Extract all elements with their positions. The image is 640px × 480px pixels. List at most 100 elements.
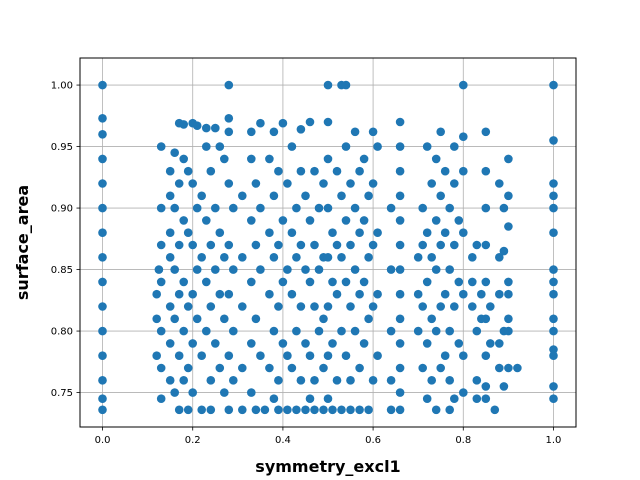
data-point [386,376,396,385]
data-point [499,203,509,213]
data-point [238,302,247,311]
data-point [206,240,216,250]
y-axis-label: surface_area [13,185,32,300]
data-point [283,351,292,361]
data-point [156,203,166,213]
data-point [197,191,206,201]
data-point [445,203,455,213]
data-point [328,339,337,348]
data-point [413,326,423,336]
data-point [188,179,197,188]
data-point [192,203,202,213]
data-point [156,326,166,336]
data-point [98,179,107,188]
data-point [247,216,256,225]
data-point [450,302,459,311]
data-point [314,326,324,336]
data-point [287,228,297,237]
data-point [269,127,279,137]
data-point [368,302,378,311]
data-point [224,114,234,123]
data-point [238,252,247,262]
data-point [373,289,382,299]
data-point [422,394,432,404]
data-point [287,142,297,151]
data-point [337,326,346,336]
data-point [224,127,234,137]
data-point [283,405,292,415]
data-point [260,405,270,415]
data-point [486,302,495,311]
data-point [179,216,188,225]
data-point [395,363,405,373]
data-point [98,405,107,415]
plot-frame [79,57,577,428]
data-point [481,314,491,324]
data-point [256,265,265,274]
data-point [481,382,491,391]
data-point [251,179,261,188]
data-point [440,228,450,237]
data-point [445,326,455,336]
data-point [418,203,428,213]
data-point [188,240,197,250]
data-point [395,117,405,127]
data-point [296,240,306,250]
data-point [450,240,459,250]
data-point [481,203,491,213]
data-point [395,142,405,151]
data-point [368,240,378,250]
data-point [459,351,468,361]
data-point [197,252,206,262]
data-point [459,132,468,141]
y-tick-label: 0.80 [51,327,73,338]
data-point [323,80,333,90]
data-point [278,277,288,287]
data-point [211,265,220,274]
data-point [251,240,261,250]
data-point [183,363,193,373]
y-tick-label: 0.95 [51,142,73,153]
data-point [183,166,193,176]
data-point [373,351,382,361]
data-point [454,216,464,225]
data-point [229,326,238,336]
data-point [179,277,188,287]
data-point [468,252,477,262]
data-point [179,376,188,385]
data-point [269,326,279,336]
data-point [165,228,175,237]
data-point [350,203,360,213]
data-point [165,376,175,385]
data-point [323,203,333,213]
data-point [305,216,315,225]
data-point [427,314,437,324]
data-point [174,179,184,188]
data-point [328,277,337,287]
data-point [454,277,464,287]
data-point [341,216,351,225]
data-point [296,166,306,176]
data-point [283,265,292,274]
x-tick-label: 0.6 [365,435,381,446]
data-point [269,191,279,201]
data-point [341,142,351,151]
data-point [224,289,234,299]
data-point [301,191,310,201]
data-point [292,252,301,262]
data-point [265,289,274,299]
data-point [98,351,107,361]
data-point [215,142,225,151]
data-point [174,240,184,250]
x-axis-ticks: 0.0 0.2 0.4 0.6 0.8 1.0 [95,427,561,446]
data-point [98,130,107,139]
data-point [341,80,351,90]
data-point [422,277,432,287]
data-point [549,382,558,391]
data-point [174,289,184,299]
data-point [427,179,437,188]
data-point [238,405,247,415]
data-point [292,405,301,415]
data-point [422,142,432,151]
data-point [274,302,283,311]
